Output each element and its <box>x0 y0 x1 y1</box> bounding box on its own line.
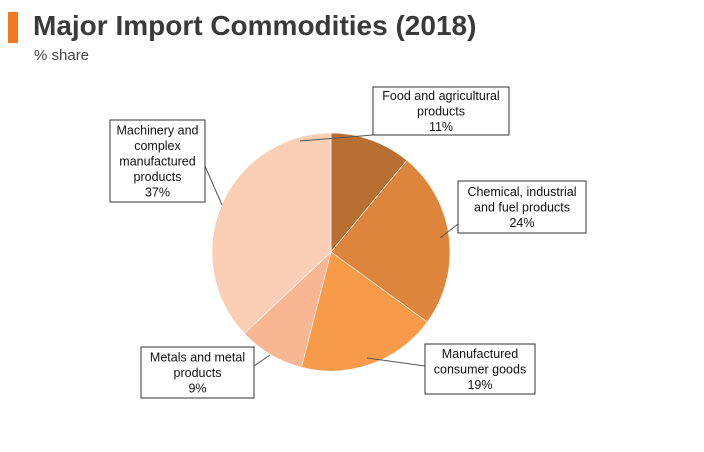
slice-category-label: products <box>134 170 182 184</box>
slice-category-label: products <box>417 104 465 118</box>
slice-value-label: 24% <box>509 216 534 230</box>
slice-value-label: 37% <box>145 185 170 199</box>
leader-line <box>439 223 459 239</box>
pie-slice <box>330 159 451 323</box>
slice-value-label: 9% <box>188 381 206 395</box>
chart-title: Major Import Commodities (2018) <box>33 10 477 41</box>
slice-category-label: Metals and metal <box>150 350 245 364</box>
slice-category-label: products <box>174 366 222 380</box>
label-box <box>140 346 255 399</box>
slice-category-label: Chemical, industrial <box>467 185 576 199</box>
leader-line <box>299 134 374 142</box>
slice-category-label: consumer goods <box>434 362 526 376</box>
label-box <box>424 343 536 395</box>
leader-line <box>366 357 426 367</box>
slice-category-label: manufactured <box>119 154 195 168</box>
slice-category-label: Food and agricultural <box>382 89 499 103</box>
slice-category-label: and fuel products <box>474 200 570 214</box>
label-box <box>109 119 206 203</box>
leader-line <box>204 165 223 206</box>
slice-value-label: 11% <box>429 120 453 134</box>
chart-subtitle: % share <box>34 47 90 64</box>
slice-category-label: Machinery and <box>117 123 199 137</box>
label-box <box>457 180 587 234</box>
title-accent-bar <box>8 12 18 43</box>
leader-line <box>253 354 271 367</box>
pie-slice <box>301 251 428 372</box>
pie-slice <box>330 132 408 253</box>
slice-category-label: complex <box>134 139 181 153</box>
label-box <box>372 86 510 136</box>
slice-category-label: Manufactured <box>442 347 518 361</box>
slice-value-label: 19% <box>467 378 492 392</box>
